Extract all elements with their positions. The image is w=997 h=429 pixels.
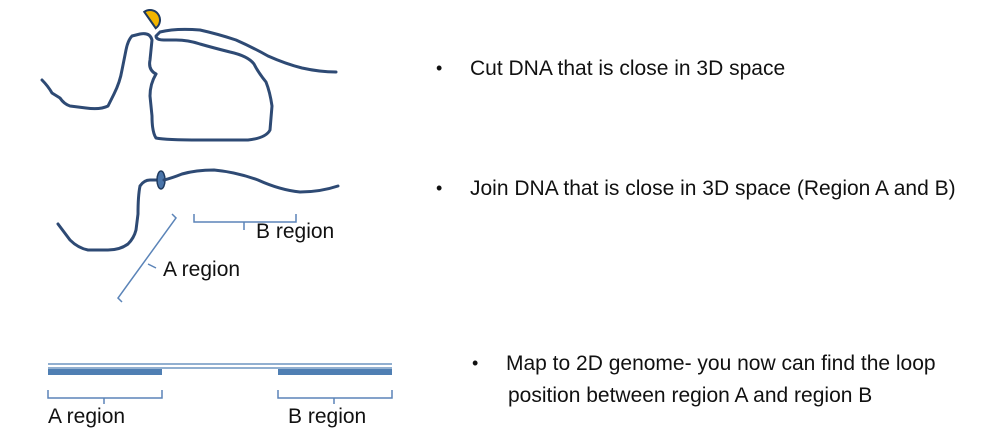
genome-a-region-label: A region bbox=[48, 405, 126, 428]
bullet-marker: • bbox=[436, 178, 443, 198]
dna-strand-b-region bbox=[162, 168, 340, 194]
bracket-genome-b bbox=[277, 390, 393, 404]
bullet-text: Join DNA that is close in 3D space (Regi… bbox=[470, 177, 956, 200]
bullet-text-continued: position between region A and region B bbox=[508, 384, 873, 407]
genome-region-b-bar bbox=[278, 369, 392, 375]
looped-dna-step-cut bbox=[40, 9, 338, 142]
genome-b-region-label: B region bbox=[288, 405, 367, 428]
pacman-enzyme-icon bbox=[142, 9, 161, 30]
bullet-text: Map to 2D genome- you now can find the l… bbox=[506, 352, 936, 375]
bracket-b-region bbox=[193, 214, 297, 230]
bracket-genome-a bbox=[47, 390, 163, 404]
ligated-dna-step-join bbox=[56, 168, 340, 303]
bullet-marker: • bbox=[436, 58, 443, 78]
dna-strand-left-arm bbox=[40, 32, 158, 111]
bullet-marker: • bbox=[472, 353, 479, 373]
ligation-b-region-label: B region bbox=[256, 220, 335, 243]
bracket-a-region bbox=[117, 213, 177, 303]
genome-region-a-bar bbox=[48, 369, 162, 375]
linear-genome-map bbox=[47, 363, 393, 404]
dna-strand-a-region bbox=[56, 178, 160, 252]
ligation-a-region-label: A region bbox=[163, 258, 241, 281]
bullet-text: Cut DNA that is close in 3D space bbox=[470, 57, 786, 80]
dna-strand-loop bbox=[148, 27, 338, 142]
